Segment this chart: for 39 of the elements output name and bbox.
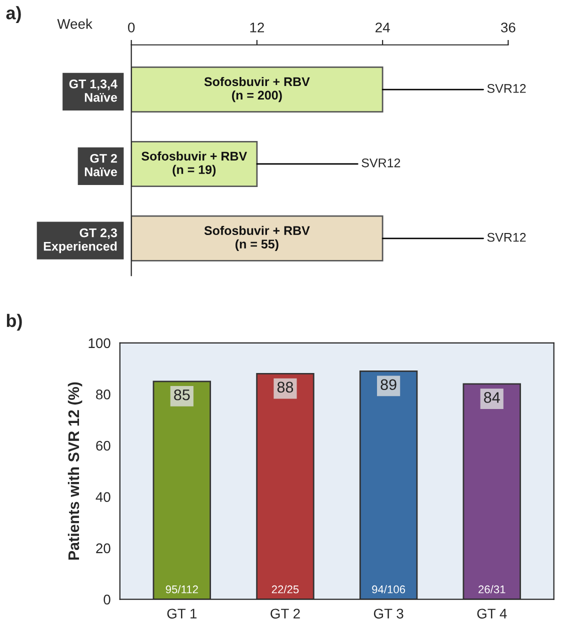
annotation: SVR12 — [487, 232, 526, 242]
annotation: Sofosbuvir + RBV (n = 200) — [204, 76, 310, 102]
x-tick-label: GT 3 — [374, 608, 404, 619]
x-axis-title: Week — [57, 18, 92, 29]
bar — [359, 370, 418, 600]
annotation: 95/112 — [166, 585, 198, 594]
y-tick-label: GT 2,3 Experienced — [44, 228, 117, 254]
annotation: 26/31 — [478, 585, 506, 594]
data-label: 88 — [277, 382, 294, 393]
annotation: Sofosbuvir + RBV (n = 19) — [142, 151, 248, 177]
x-tick-label: GT 2 — [270, 608, 300, 619]
x-tick-label: 36 — [500, 22, 516, 32]
annotation: Sofosbuvir + RBV (n = 55) — [204, 226, 310, 251]
y-tick-label: 0 — [104, 594, 110, 605]
y-tick-label: 60 — [96, 440, 110, 451]
y-tick-label: 20 — [96, 543, 110, 554]
text: a) — [6, 6, 21, 23]
x-tick-label: 12 — [250, 22, 264, 32]
x-tick-label: GT 1 — [167, 608, 197, 619]
data-label: 84 — [484, 392, 500, 403]
annotation: 22/25 — [272, 585, 299, 594]
annotation: SVR12 — [362, 158, 400, 168]
bar — [152, 380, 212, 600]
y-tick-label: 100 — [88, 338, 110, 348]
bar — [256, 373, 314, 600]
text: b) — [6, 314, 22, 331]
y-tick-label: 40 — [96, 492, 110, 502]
y-axis-title: Patients with SVR 12 (%) — [68, 382, 82, 560]
x-tick-label: GT 4 — [477, 608, 507, 619]
y-tick-label: GT 2 Naïve — [84, 154, 118, 176]
annotation: 94/106 — [372, 585, 406, 594]
y-tick-label: GT 1,3,4 Naïve — [69, 80, 118, 102]
data-label: 89 — [380, 379, 396, 390]
x-tick-label: 0 — [128, 22, 135, 32]
y-tick-label: 80 — [96, 390, 110, 400]
data-label: 85 — [174, 389, 190, 400]
annotation: SVR12 — [487, 84, 526, 93]
x-tick-label: 24 — [376, 22, 390, 32]
bar — [462, 383, 521, 600]
